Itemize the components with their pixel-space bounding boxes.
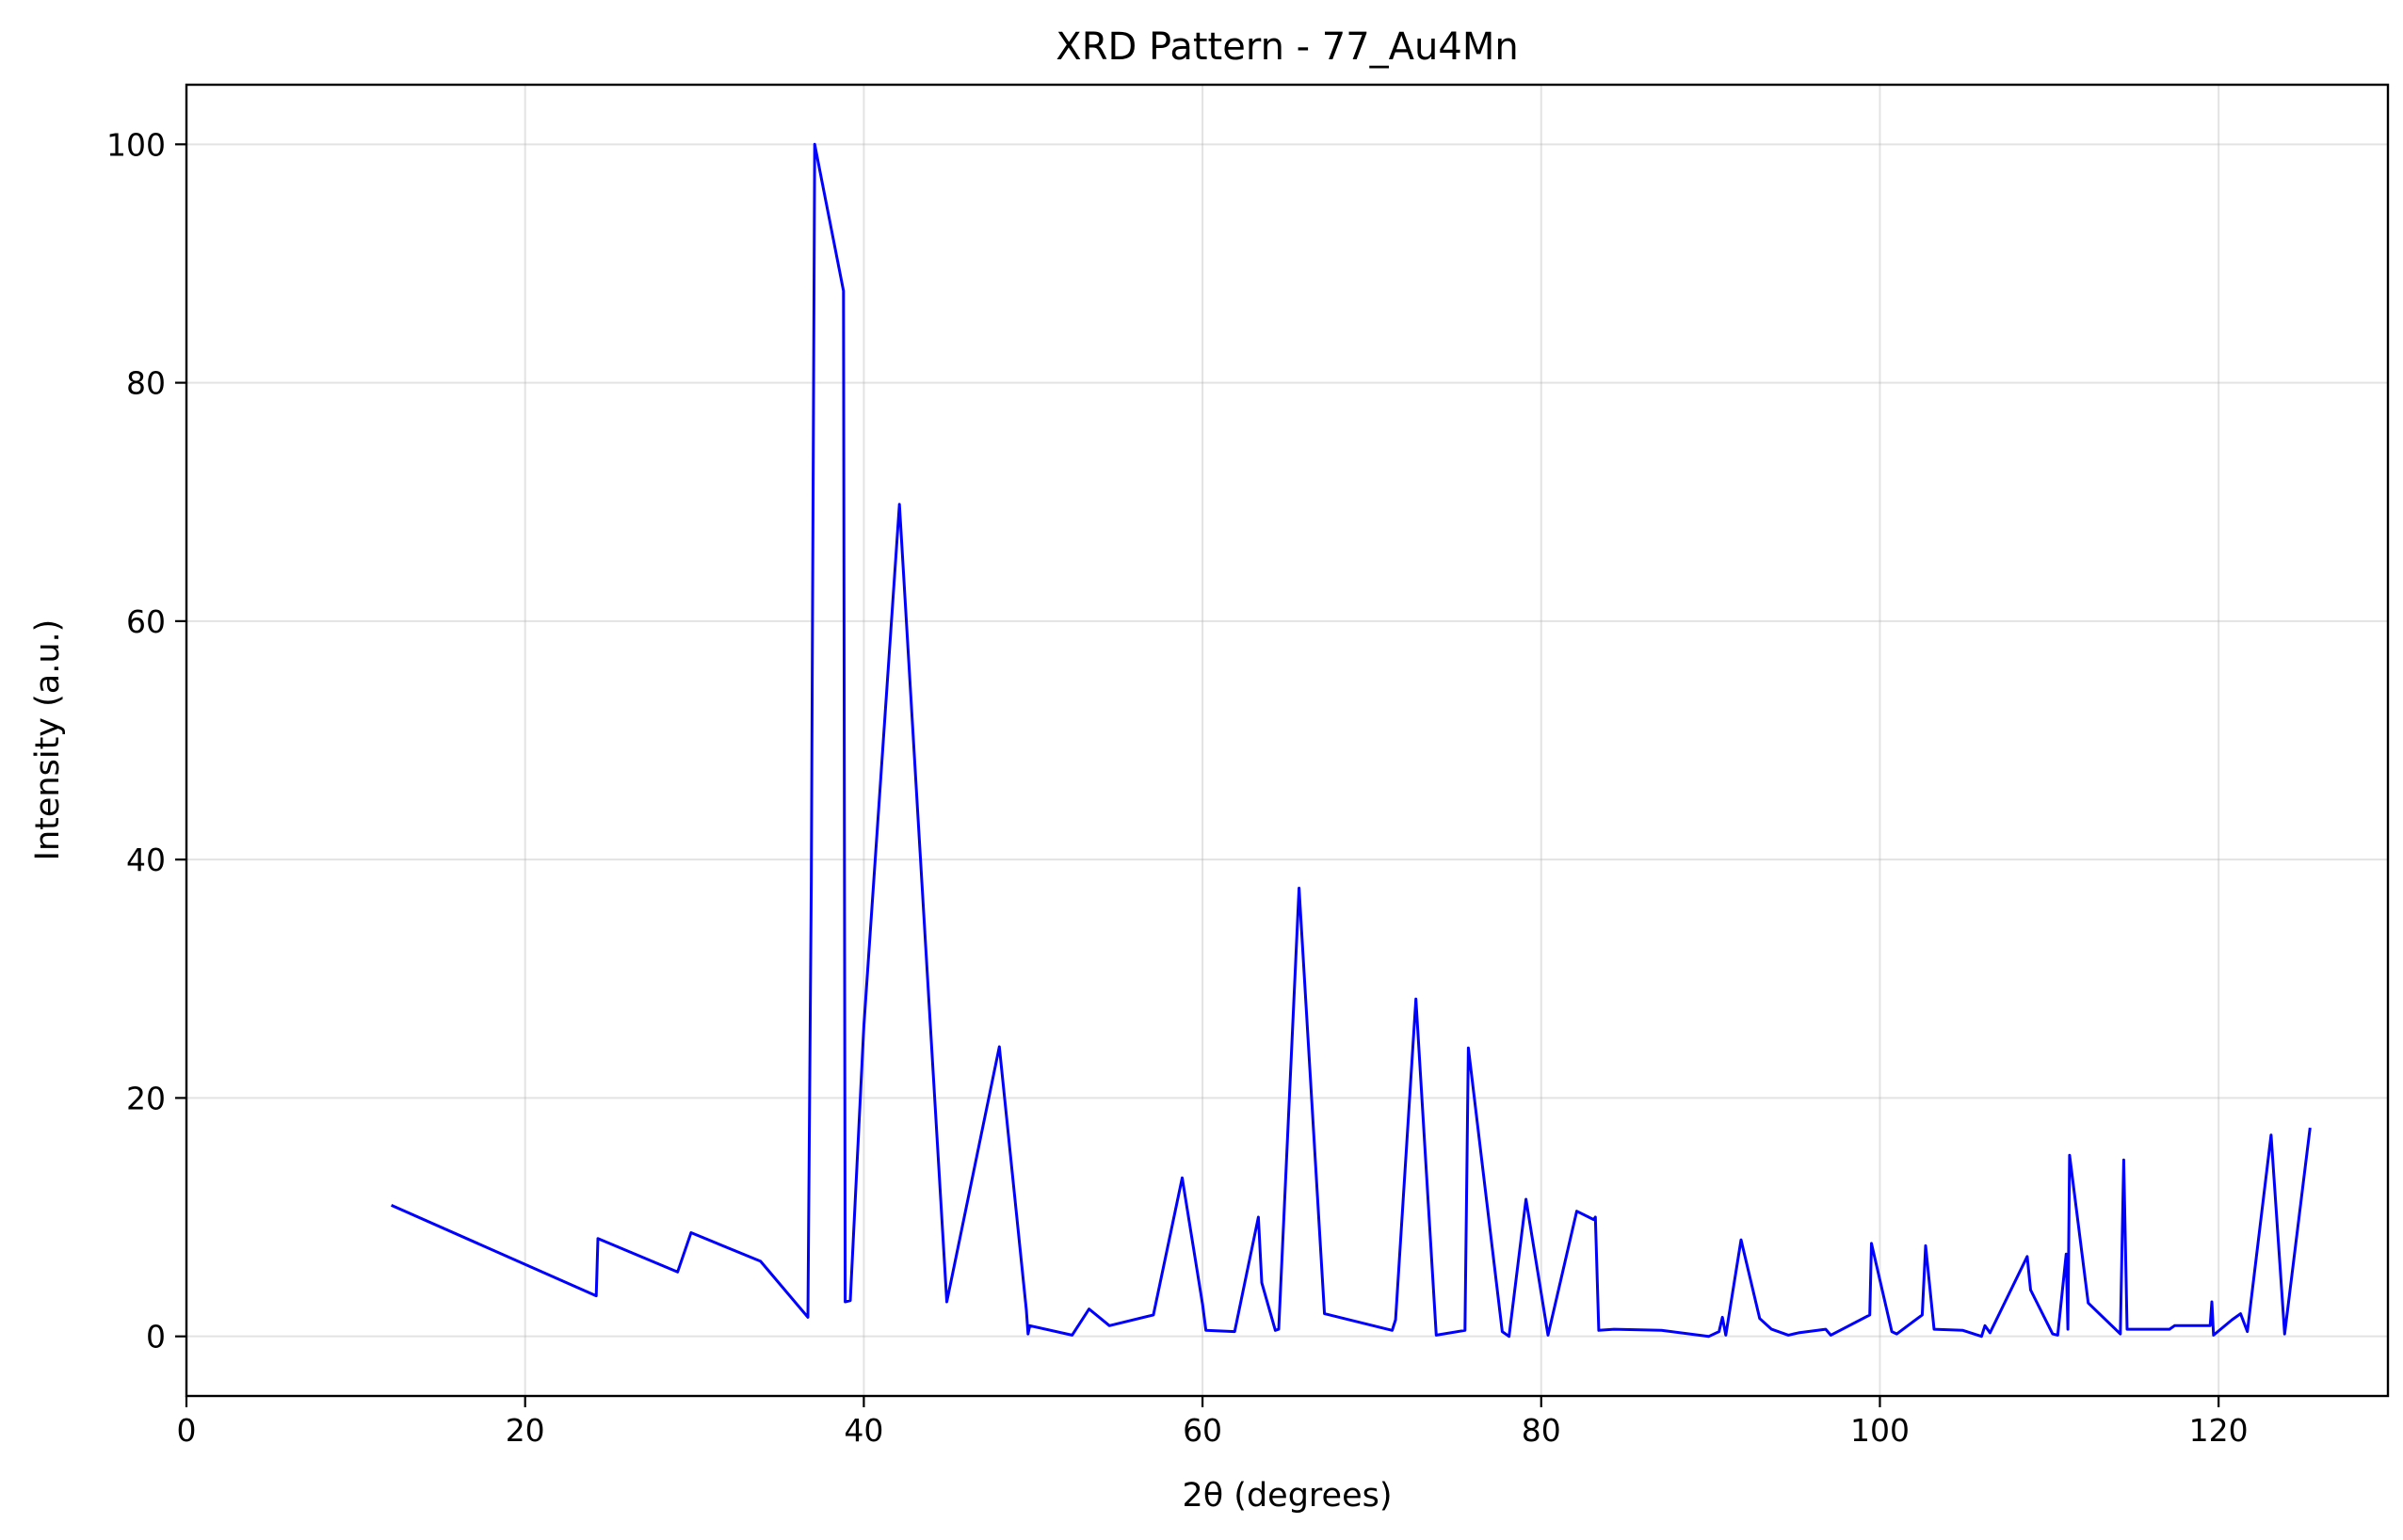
- y-tick-label: 20: [126, 1080, 166, 1116]
- x-tick-label: 120: [2189, 1412, 2249, 1449]
- x-tick-label: 100: [1850, 1412, 1910, 1449]
- y-tick-label: 0: [146, 1319, 166, 1356]
- y-axis-label: Intensity (a.u.): [29, 619, 67, 861]
- x-tick-label: 60: [1183, 1412, 1222, 1449]
- y-axis-ticks: 0 20 40 60 80 100: [106, 126, 186, 1356]
- y-tick-label: 100: [106, 126, 166, 163]
- x-axis-ticks: 0 20 40 60 80 100 120: [177, 1396, 2249, 1449]
- grid-lines: [185, 85, 2388, 1396]
- x-tick-label: 80: [1522, 1412, 1561, 1449]
- chart-title: XRD Pattern - 77_Au4Mn: [1056, 25, 1518, 69]
- x-tick-label: 40: [844, 1412, 883, 1449]
- y-tick-label: 40: [126, 842, 166, 878]
- x-tick-label: 20: [506, 1412, 545, 1449]
- series-line: [390, 142, 2312, 1339]
- y-tick-label: 60: [126, 603, 166, 640]
- x-axis-label: 2θ (degrees): [1182, 1477, 1392, 1515]
- x-tick-label: 0: [177, 1412, 197, 1449]
- series-layer: [390, 142, 2312, 1339]
- plot-frame: [185, 83, 2390, 1398]
- y-tick-label: 80: [126, 365, 166, 402]
